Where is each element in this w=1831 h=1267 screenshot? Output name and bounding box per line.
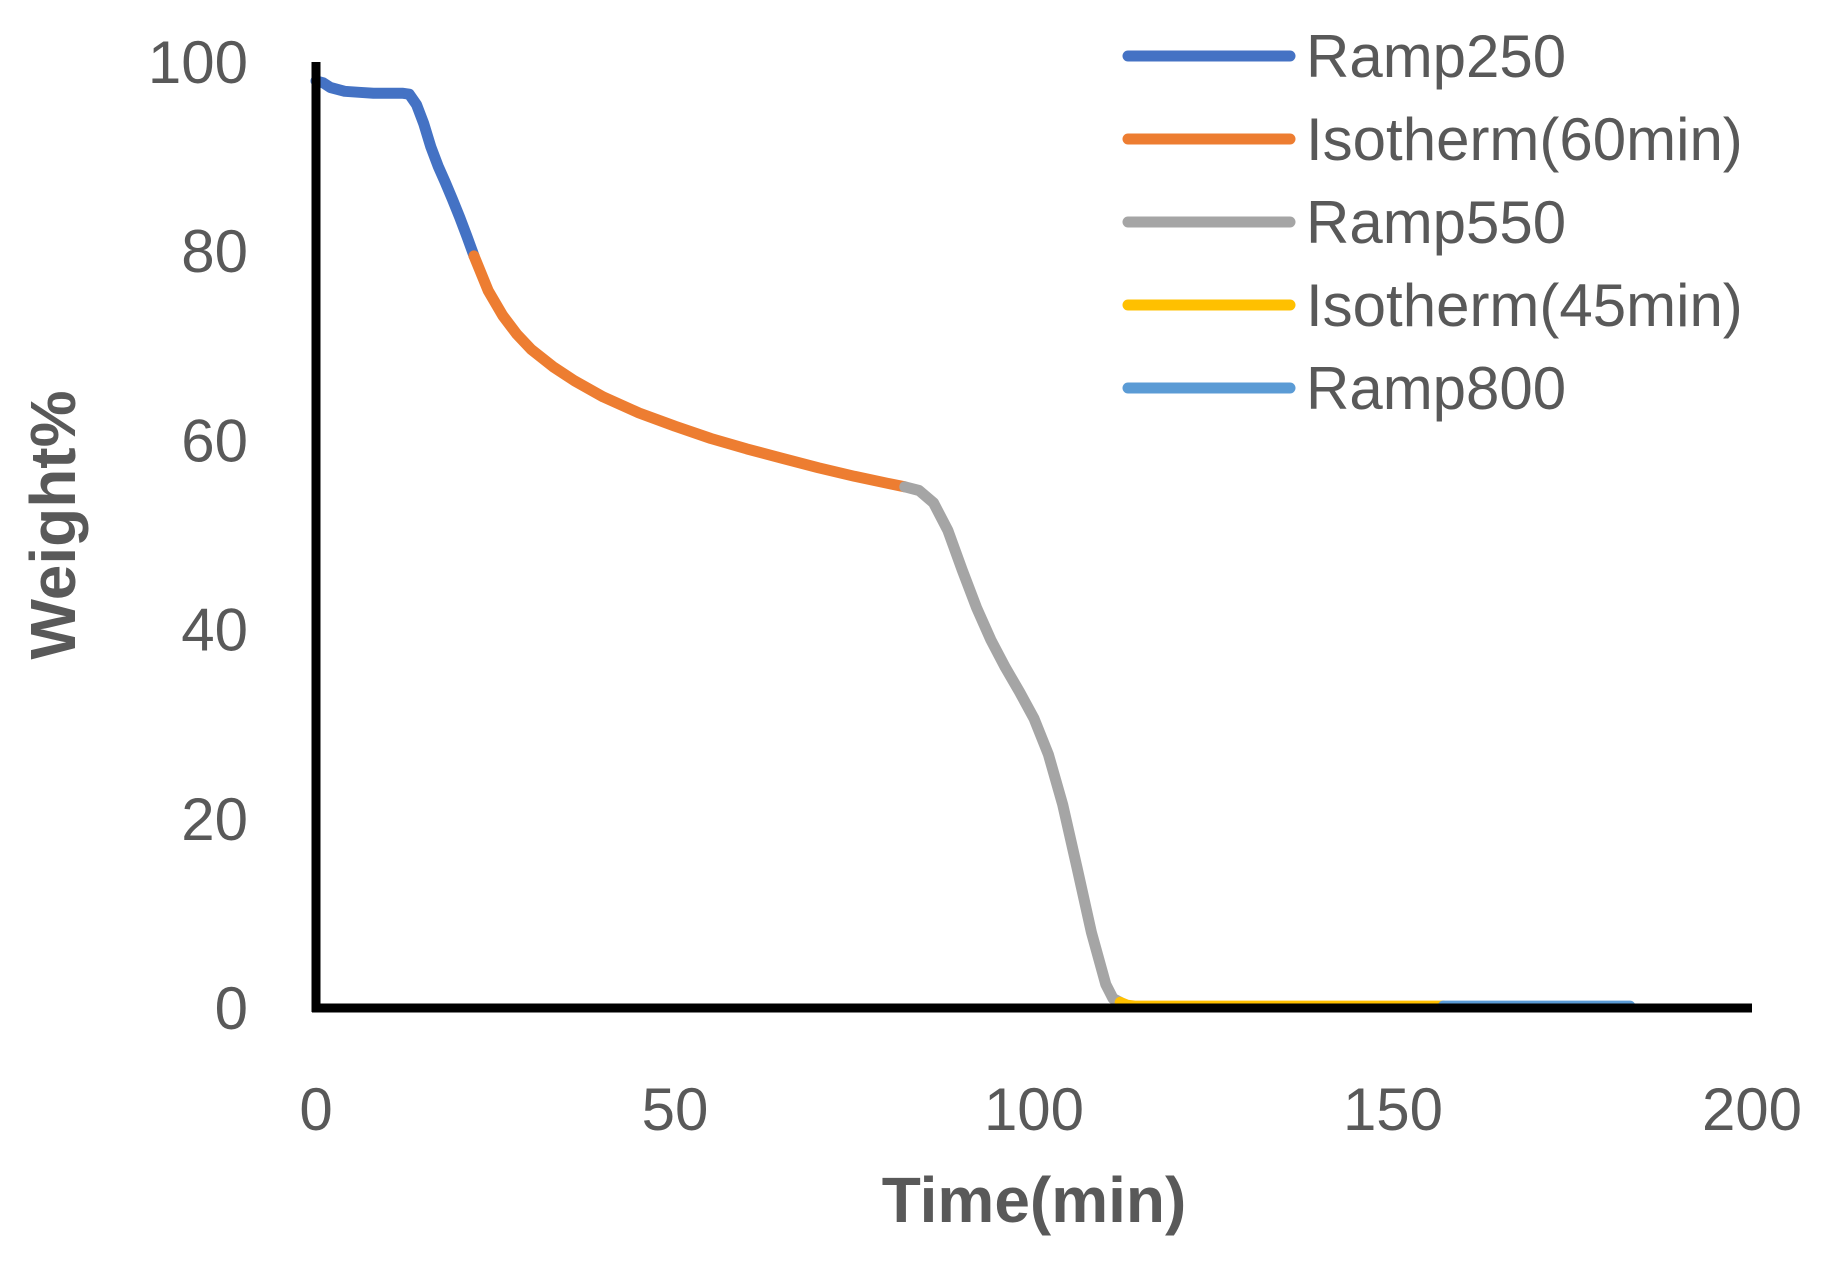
ticks-layer: 0 50 100 150 200 0 20 40 60 80 100 (148, 29, 1802, 1143)
series-line-2 (468, 250, 911, 493)
y-tick-label-20: 20 (181, 786, 248, 853)
y-tick-label-40: 40 (181, 597, 248, 664)
legend-label-5: Ramp800 (1306, 355, 1566, 422)
series-line-3 (899, 481, 1126, 1008)
legend-label-1: Ramp250 (1306, 23, 1566, 90)
legend: Ramp250 Isotherm(60min) Ramp550 Isotherm(45… (1122, 23, 1743, 422)
legend-label-3: Ramp550 (1306, 189, 1566, 256)
x-tick-label-150: 150 (1343, 1076, 1443, 1143)
legend-label-4: Isotherm(45min) (1306, 272, 1743, 339)
y-axis-title: Weight% (17, 390, 89, 659)
x-axis-title: Time(min) (882, 1164, 1187, 1236)
y-tick-label-80: 80 (181, 218, 248, 285)
x-tick-label-50: 50 (642, 1076, 709, 1143)
x-tick-label-0: 0 (299, 1076, 332, 1143)
axes-layer (311, 62, 1752, 1013)
legend-label-2: Isotherm(60min) (1306, 106, 1743, 173)
y-tick-label-60: 60 (181, 407, 248, 474)
series-line-1 (310, 75, 480, 262)
x-tick-label-200: 200 (1702, 1076, 1802, 1143)
x-tick-label-100: 100 (984, 1076, 1084, 1143)
y-tick-label-0: 0 (215, 975, 248, 1042)
y-tick-label-100: 100 (148, 29, 248, 96)
